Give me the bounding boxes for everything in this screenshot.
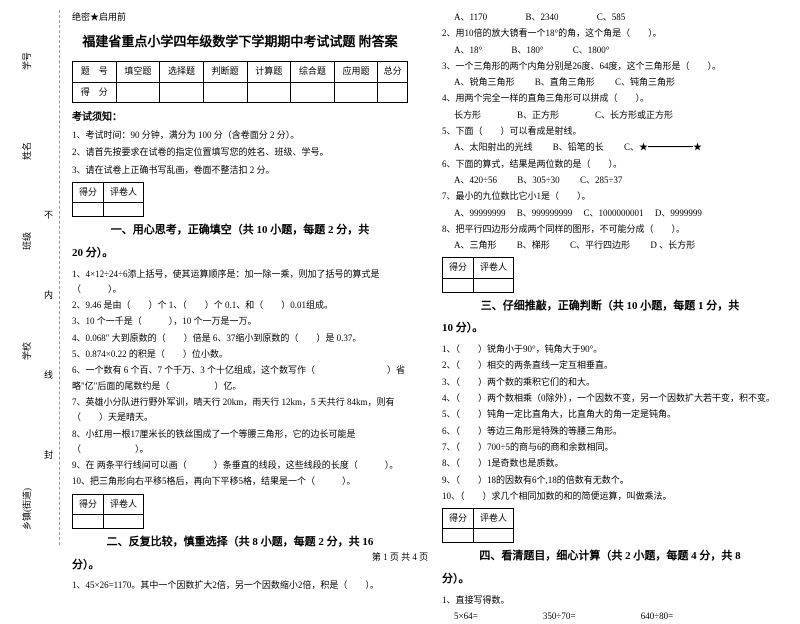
s3-q6: 6、（ ）等边三角形是特殊的等腰三角形。 <box>442 424 778 439</box>
section3-title2: 10 分）。 <box>442 319 778 338</box>
exam-title: 福建省重点小学四年级数学下学期期中考试试题 附答案 <box>72 31 408 53</box>
s2-q7: 7、最小的九位数比它小1是（ ）。 <box>442 189 778 204</box>
s1-q5: 5、0.874×0.22 的积是（ ）位小数。 <box>72 347 408 362</box>
s2-q8-opts: A、三角形 B、梯形 C、平行四边形 D 、长方形 <box>442 238 778 253</box>
notice-title: 考试须知： <box>72 109 408 126</box>
field-name: 姓名 <box>20 142 33 160</box>
score-col-0: 题 号 <box>73 62 117 82</box>
s2-q4: 4、用两个完全一样的直角三角形可以拼成（ ）。 <box>442 91 778 106</box>
grader-score: 得分 <box>73 494 104 514</box>
field-class: 班级 <box>20 232 33 250</box>
score-row2-label: 得 分 <box>73 82 117 102</box>
grader-person: 评卷人 <box>474 258 514 278</box>
score-col-5: 综合题 <box>291 62 335 82</box>
score-col-2: 选择题 <box>160 62 204 82</box>
s2-q1-opts: A、1170 B、2340 C、585 <box>442 10 778 25</box>
s1-q3: 3、10 个一千是（ ），10 个一万是一万。 <box>72 314 408 329</box>
grader-person: 评卷人 <box>104 182 144 202</box>
s3-q7: 7、（ ）700÷5的商与6的商和余数相同。 <box>442 440 778 455</box>
s2-q6: 6、下面的算式，结果是两位数的是（ ）。 <box>442 157 778 172</box>
section2-title: 二、反复比较，慎重选择（共 8 小题，每题 2 分，共 16 <box>72 533 408 552</box>
section1-title2: 20 分）。 <box>72 244 408 263</box>
field-school: 学校 <box>20 342 33 360</box>
grader-score: 得分 <box>443 509 474 529</box>
s1-q9: 9、在 两条平行线间可以画（ ）条垂直的线段，这些线段的长度（ ）。 <box>72 458 408 473</box>
s2-q4-opts: 长方形 B、正方形 C、长方形或正方形 <box>442 108 778 123</box>
grader-score: 得分 <box>443 258 474 278</box>
s1-q4: 4、0.068" 大到原数的（ ）倍是 6、37缩小到原数的（ ）是 0.37。 <box>72 331 408 346</box>
seal-char-4: 不 <box>42 210 55 219</box>
s1-q7: 7、英雄小分队进行野外军训，晴天行 20km，雨天行 12km，5 天共行 84… <box>72 395 408 426</box>
right-column: A、1170 B、2340 C、585 2、用10倍的放大镜看一个18°的角，这… <box>430 10 790 545</box>
s2-q1: 1、45×26=1170。其中一个因数扩大2倍，另一个因数缩小2倍，积是（ ）。 <box>72 578 408 593</box>
grader-box: 得分 评卷人 <box>72 182 144 217</box>
s3-q5: 5、（ ）钝角一定比直角大，比直角大的角一定是钝角。 <box>442 407 778 422</box>
s2-q3: 3、一个三角形的两个内角分别是26度、64度，这个三角形是（ ）。 <box>442 59 778 74</box>
field-town: 乡镇(街道) <box>20 488 33 530</box>
s4-calc-row: 5×64= 350÷70= 640÷80= <box>442 609 778 624</box>
grader-person: 评卷人 <box>474 509 514 529</box>
left-column: 绝密★启用前 福建省重点小学四年级数学下学期期中考试试题 附答案 题 号 填空题… <box>60 10 420 545</box>
seal-char-1: 内 <box>42 290 55 299</box>
seal-char-3: 封 <box>42 450 55 459</box>
s1-q6: 6、一个数有 6 个百、7 个千万、3 个十亿组成，这个数写作（ ）省略"亿"后… <box>72 363 408 394</box>
s2-q7-opts: A、99999999 B、999999999 C、1000000001 D、99… <box>442 206 778 221</box>
page-footer: 第 1 页 共 4 页 <box>0 550 800 563</box>
binding-margin: 学号 姓名 班级 学校 乡镇(街道) 内 线 封 不 <box>0 10 60 545</box>
s2-q3-opts: A、锐角三角形 B、直角三角形 C、钝角三角形 <box>442 75 778 90</box>
grader-box-3: 得分 评卷人 <box>442 257 514 292</box>
field-student-id: 学号 <box>20 52 33 70</box>
score-table: 题 号 填空题 选择题 判断题 计算题 综合题 应用题 总分 得 分 <box>72 61 408 103</box>
s2-q5: 5、下面（ ）可以看成是射线。 <box>442 124 778 139</box>
s2-q2-opts: A、18° B、180° C、1800° <box>442 43 778 58</box>
s1-q10: 10、把三角形向右平移5格后，再向下平移5格，结果是一个（ ）。 <box>72 474 408 489</box>
grader-box-2: 得分 评卷人 <box>72 494 144 529</box>
s2-q6-opts: A、420÷56 B、305÷30 C、285÷37 <box>442 173 778 188</box>
grader-box-4: 得分 评卷人 <box>442 508 514 543</box>
s3-q3: 3、（ ）两个数的乘积它们的和大。 <box>442 375 778 390</box>
score-col-4: 计算题 <box>247 62 291 82</box>
score-col-6: 应用题 <box>334 62 378 82</box>
notice-list: 1、考试时间：90 分钟，满分为 100 分（含卷面分 2 分）。 2、请首先按… <box>72 128 408 178</box>
score-col-3: 判断题 <box>203 62 247 82</box>
s4-q1: 1、直接写得数。 <box>442 593 778 608</box>
grader-person: 评卷人 <box>104 494 144 514</box>
seal-char-2: 线 <box>42 370 55 379</box>
s1-q1: 1、4×12÷24÷6添上括号，使其运算顺序是：加一除一乘，则加了括号的算式是（… <box>72 267 408 298</box>
section4-title2: 分）。 <box>442 570 778 589</box>
section3-title: 三、仔细推敲，正确判断（共 10 小题，每题 1 分，共 <box>442 297 778 316</box>
s3-q1: 1、（ ）锐角小于90°，钝角大于90°。 <box>442 342 778 357</box>
grader-score: 得分 <box>73 182 104 202</box>
s3-q9: 9、（ ）18的因数有6个,18的倍数有无数个。 <box>442 473 778 488</box>
score-col-1: 填空题 <box>116 62 160 82</box>
s3-q2: 2、（ ）相交的两条直线一定互相垂直。 <box>442 358 778 373</box>
score-col-7: 总分 <box>378 62 408 82</box>
section1-title: 一、用心思考，正确填空（共 10 小题，每题 2 分，共 <box>72 221 408 240</box>
s3-q8: 8、（ ）1是奇数也是质数。 <box>442 456 778 471</box>
confidential-label: 绝密★启用前 <box>72 10 408 25</box>
s1-q8: 8、小红用一根17厘米长的铁丝围成了一个等腰三角形，它的边长可能是（ ）。 <box>72 427 408 458</box>
s2-q8: 8、把平行四边形分成两个同样的图形，不可能分成（ ）。 <box>442 222 778 237</box>
s2-q2: 2、用10倍的放大镜看一个18°的角，这个角是（ ）。 <box>442 26 778 41</box>
s2-q5-opts: A、太阳射出的光线 B、铅笔的长 C、★━━━━━★ <box>442 140 778 155</box>
s3-q4: 4、（ ）两个数相乘（0除外），一个因数不变，另一个因数扩大若干变，积不变。 <box>442 391 778 406</box>
s1-q2: 2、9.46 是由（ ）个 1、（ ）个 0.1、和（ ）0.01组成。 <box>72 298 408 313</box>
notice-item: 2、请首先按要求在试卷的指定位置填写您的姓名、班级、学号。 <box>72 145 408 160</box>
notice-item: 3、请在试卷上正确书写乱画，卷面不整洁扣 2 分。 <box>72 163 408 178</box>
s3-q10: 10、（ ）求几个相同加数的和的简便运算，叫做乘法。 <box>442 489 778 504</box>
notice-item: 1、考试时间：90 分钟，满分为 100 分（含卷面分 2 分）。 <box>72 128 408 143</box>
